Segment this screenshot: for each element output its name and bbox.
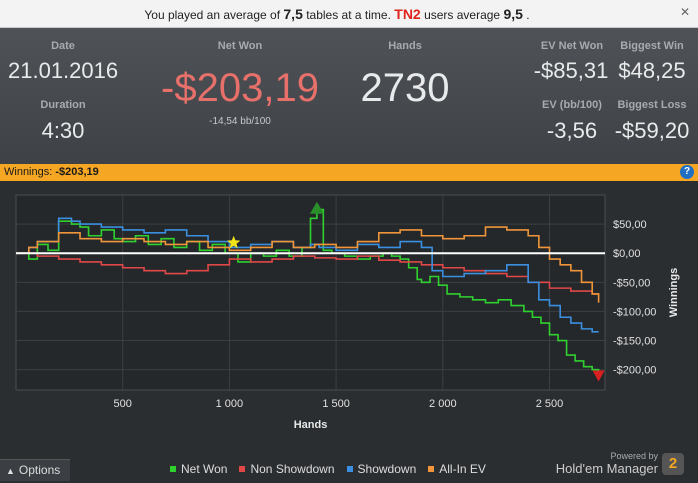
x-axis-label: Hands (294, 419, 328, 431)
ev-net-won-label: EV Net Won (540, 40, 604, 52)
y-tick-label: -$150,00 (613, 336, 656, 348)
winnings-label: Winnings: (4, 166, 53, 178)
biggest-win-label: Biggest Win (620, 40, 684, 52)
banner-prefix: You played an average of (144, 8, 281, 22)
ev-net-won-value: -$85,31 (533, 58, 609, 83)
legend-swatch (346, 465, 353, 472)
netwon-bb100: -14,54 bb/100 (209, 116, 271, 127)
series-line (16, 252, 600, 296)
info-banner: You played an average of 7,5 tables at a… (0, 0, 698, 28)
ev-bb100-label: EV (bb/100) (542, 99, 602, 111)
legend-label: All-In EV (439, 462, 486, 476)
date-value: 21.01.2016 (8, 58, 119, 83)
bottom-bar: ▲ Options Net Won Non Showdown Showdown All-… (0, 451, 698, 483)
biggest-loss-value: -$59,20 (614, 118, 690, 143)
legend-item[interactable]: Net Won (170, 462, 227, 476)
hands-label: Hands (388, 40, 422, 52)
duration-value: 4:30 (41, 118, 85, 143)
y-tick-label: -$50,00 (613, 277, 650, 289)
winnings-chart: 500 1 000 1 500 2 000 2 500 $50,00 $0,00 -$50,0… (0, 181, 698, 457)
legend-swatch (428, 465, 435, 472)
close-icon[interactable]: ✕ (679, 5, 691, 19)
star-marker (227, 235, 241, 249)
legend-label: Net Won (181, 462, 228, 476)
biggest-win-value: $48,25 (618, 58, 686, 83)
biggest-win-marker (309, 201, 324, 214)
chart-svg: 500 1 000 1 500 2 000 2 500 $50,00 $0,00 -$50,0… (15, 194, 680, 431)
series-line (16, 208, 600, 372)
y-tick-label: -$200,00 (613, 365, 656, 377)
banner-group-avg: 9,5 (503, 6, 523, 22)
hands-value: 2730 (360, 66, 450, 110)
biggest-loss-label: Biggest Loss (617, 99, 687, 111)
series-line (16, 217, 599, 333)
banner-middle: tables at a time. (306, 8, 391, 22)
date-label: Date (51, 40, 75, 52)
y-tick-label: -$100,00 (613, 306, 656, 318)
hm2-logo-icon: 2 (662, 453, 684, 475)
legend-item[interactable]: All-In EV (428, 462, 486, 476)
banner-end: . (526, 8, 530, 22)
banner-message: You played an average of 7,5 tables at a… (0, 6, 674, 22)
x-tick-label: 2 000 (429, 398, 457, 410)
duration-label: Duration (40, 99, 86, 111)
brand-name: Hold'em Manager (555, 461, 658, 476)
series-line (16, 226, 600, 303)
x-tick-label: 2 500 (536, 398, 564, 410)
stats-panel: Date 21.01.2016 Duration 4:30 Net Won -$… (0, 28, 698, 164)
y-tick-label: $0,00 (613, 248, 641, 260)
netwon-label: Net Won (217, 40, 263, 52)
powered-by-text: Powered by (610, 451, 658, 461)
legend-item[interactable]: Non Showdown (239, 462, 335, 476)
y-tick-label: $50,00 (613, 219, 647, 231)
legend-swatch (170, 465, 176, 472)
winnings-bar: Winnings: -$203,19 ? (0, 164, 698, 181)
options-button[interactable]: ▲ Options (0, 459, 70, 481)
legend-item[interactable]: Showdown (346, 462, 417, 476)
banner-avg-tables: 7,5 (283, 6, 303, 22)
x-tick-label: 1 500 (322, 398, 350, 410)
winnings-value: -$203,19 (55, 166, 99, 178)
legend-label: Showdown (357, 462, 417, 476)
chevron-up-icon: ▲ (6, 466, 15, 476)
legend-swatch (239, 465, 246, 472)
banner-suffix: users average (424, 8, 501, 22)
ev-bb100-value: -3,56 (546, 118, 598, 143)
winnings-summary: Winnings: -$203,19 (4, 166, 99, 178)
biggest-loss-marker (592, 370, 605, 382)
chart-legend: Net Won Non Showdown Showdown All-In EV (170, 462, 498, 476)
banner-group: TN2 (394, 6, 421, 22)
y-axis-label: Winnings (668, 268, 680, 317)
help-icon[interactable]: ? (680, 165, 694, 179)
x-tick-label: 1 000 (216, 398, 244, 410)
options-label: Options (18, 463, 61, 477)
legend-label: Non Showdown (250, 462, 335, 476)
netwon-value: -$203,19 (161, 66, 319, 110)
x-tick-label: 500 (114, 398, 132, 410)
